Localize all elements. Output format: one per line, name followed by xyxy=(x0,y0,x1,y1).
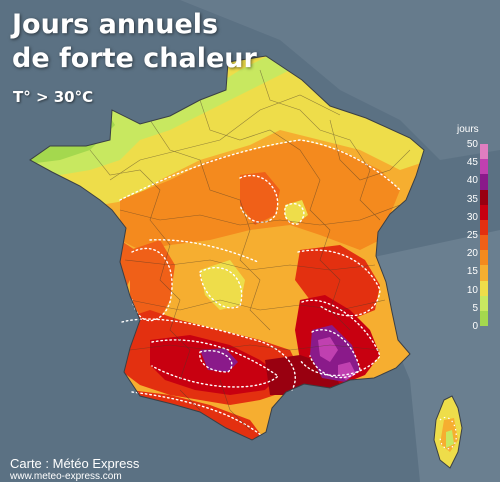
legend-label: 20 xyxy=(466,248,478,260)
land-shading-east xyxy=(360,230,500,482)
map-credit: Carte : Météo Express xyxy=(10,456,140,471)
legend-swatch xyxy=(480,265,488,281)
legend-label: 15 xyxy=(466,266,478,278)
legend-label: 5 xyxy=(472,302,478,314)
corsica xyxy=(433,395,463,469)
legend-label: 10 xyxy=(466,284,478,296)
legend-color-bar xyxy=(480,144,488,327)
legend-label: 0 xyxy=(472,321,478,332)
legend-label: 30 xyxy=(466,211,478,223)
legend-label: 40 xyxy=(466,175,478,187)
legend-swatch xyxy=(480,219,488,236)
legend-swatch xyxy=(480,159,488,175)
land-shading-north xyxy=(0,0,500,160)
legend-label: 25 xyxy=(466,230,478,241)
source-url: www.meteo-express.com xyxy=(10,471,122,482)
legend-swatch xyxy=(480,144,488,160)
title-line-2: de forte chaleur xyxy=(12,43,257,74)
map-subtitle: T° > 30°C xyxy=(13,88,94,106)
isolines xyxy=(119,139,401,437)
legend-title: jours xyxy=(457,124,479,135)
legend-swatch xyxy=(480,295,488,311)
title-line-1: Jours annuels xyxy=(12,9,219,40)
legend-swatch xyxy=(480,174,488,190)
legend-swatch xyxy=(480,204,488,220)
legend-swatch xyxy=(480,280,488,296)
department-boundaries xyxy=(89,69,411,431)
legend-swatch xyxy=(480,189,488,205)
legend-label: 50 xyxy=(466,139,478,150)
legend-swatch xyxy=(480,310,488,327)
legend-label: 45 xyxy=(466,157,478,169)
legend-label: 35 xyxy=(466,193,478,205)
legend-swatch xyxy=(480,250,488,266)
color-legend: jours 50 45 40 35 30 25 20 15 10 5 0 xyxy=(452,124,496,334)
legend-swatch xyxy=(480,235,488,251)
map-title: Jours annuels de forte chaleur xyxy=(12,8,257,76)
